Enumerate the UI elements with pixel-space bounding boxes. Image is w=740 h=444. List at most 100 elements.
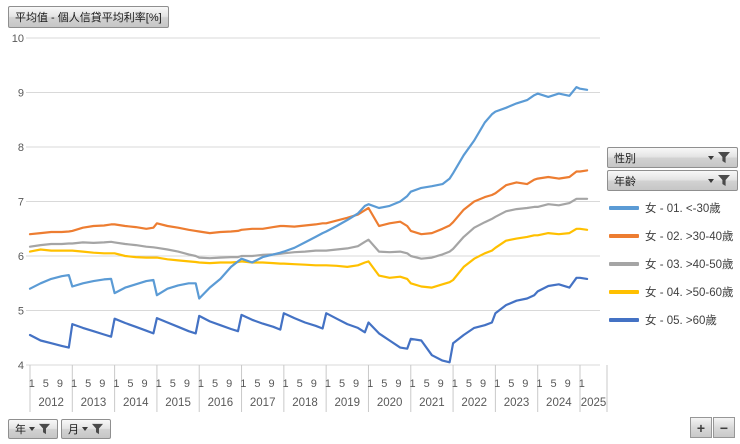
- drill-down-plus-button[interactable]: +: [690, 417, 712, 438]
- year-axis-field-button[interactable]: 年: [8, 419, 58, 439]
- y-axis-label: 10: [12, 33, 24, 45]
- y-axis-label: 9: [18, 88, 24, 100]
- month-tick-label: 9: [565, 378, 571, 390]
- month-tick-label: 1: [71, 378, 77, 390]
- series-line-01[interactable]: [28, 85, 589, 300]
- filter-funnel-icon: [91, 423, 104, 435]
- y-axis-label: 4: [18, 360, 24, 372]
- year-label: 2012: [38, 397, 64, 409]
- month-tick-label: 9: [311, 378, 317, 390]
- year-label: 2024: [546, 397, 572, 409]
- y-axis-label: 8: [18, 142, 24, 154]
- age-filter-button[interactable]: 年齡: [607, 170, 738, 191]
- month-tick-label: 5: [254, 378, 260, 390]
- month-field-label: 月: [68, 424, 79, 436]
- year-label: 2023: [504, 397, 530, 409]
- legend-item-02[interactable]: 女 - 02. >30-40歲: [609, 222, 739, 250]
- legend-line-swatch: [609, 234, 639, 238]
- month-tick-label: 1: [29, 378, 35, 390]
- month-tick-label: 1: [198, 378, 204, 390]
- month-tick-label: 5: [424, 378, 430, 390]
- month-tick-label: 5: [212, 378, 218, 390]
- month-axis-field-button[interactable]: 月: [61, 419, 111, 439]
- legend-line-swatch: [609, 262, 639, 266]
- legend-line-swatch: [609, 206, 639, 210]
- chevron-down-icon: [708, 155, 714, 160]
- month-tick-label: 9: [438, 378, 444, 390]
- age-filter-label: 年齡: [614, 175, 636, 188]
- month-tick-label: 9: [226, 378, 232, 390]
- year-label: 2021: [419, 397, 445, 409]
- month-tick-label: 1: [579, 378, 585, 390]
- year-label: 2014: [123, 397, 149, 409]
- month-tick-label: 9: [395, 378, 401, 390]
- year-field-label: 年: [15, 424, 26, 436]
- series-line-05[interactable]: [28, 276, 589, 364]
- month-tick-label: 5: [508, 378, 514, 390]
- y-axis-label: 7: [18, 197, 24, 209]
- month-tick-label: 9: [353, 378, 359, 390]
- month-tick-label: 1: [113, 378, 119, 390]
- month-tick-label: 1: [156, 378, 162, 390]
- month-tick-label: 5: [381, 378, 387, 390]
- month-tick-label: 9: [522, 378, 528, 390]
- year-label: 2015: [165, 397, 191, 409]
- month-tick-label: 5: [127, 378, 133, 390]
- month-tick-label: 5: [297, 378, 303, 390]
- year-label: 2019: [335, 397, 361, 409]
- legend-label: 女 - 05. >60歲: [645, 315, 717, 327]
- gender-filter-button[interactable]: 性別: [607, 147, 738, 168]
- legend-line-swatch: [609, 318, 639, 322]
- year-label: 2020: [377, 397, 403, 409]
- series-line-02[interactable]: [28, 169, 589, 236]
- chevron-down-icon: [82, 427, 88, 431]
- year-label: 2017: [250, 397, 276, 409]
- filter-funnel-icon: [718, 175, 730, 186]
- gender-filter-label: 性別: [614, 152, 636, 165]
- legend-item-05[interactable]: 女 - 05. >60歲: [609, 306, 739, 334]
- month-tick-label: 1: [367, 378, 373, 390]
- year-label: 2016: [208, 397, 234, 409]
- chart-legend: 女 - 01. <-30歲女 - 02. >30-40歲女 - 03. >40-…: [609, 194, 739, 334]
- month-tick-label: 1: [409, 378, 415, 390]
- legend-label: 女 - 03. >40-50歲: [645, 259, 734, 271]
- drill-up-minus-button[interactable]: −: [713, 417, 735, 438]
- year-label: 2022: [461, 397, 487, 409]
- month-tick-label: 1: [240, 378, 246, 390]
- month-tick-label: 5: [339, 378, 345, 390]
- month-tick-label: 1: [536, 378, 542, 390]
- month-tick-label: 1: [325, 378, 331, 390]
- chevron-down-icon: [708, 178, 714, 183]
- month-tick-label: 1: [283, 378, 289, 390]
- series-line-04[interactable]: [28, 227, 589, 289]
- chevron-down-icon: [29, 427, 35, 431]
- month-tick-label: 9: [184, 378, 190, 390]
- legend-item-03[interactable]: 女 - 03. >40-50歲: [609, 250, 739, 278]
- month-tick-label: 5: [550, 378, 556, 390]
- month-tick-label: 5: [85, 378, 91, 390]
- month-tick-label: 9: [57, 378, 63, 390]
- filter-funnel-icon: [38, 423, 51, 435]
- y-axis-label: 5: [18, 306, 24, 318]
- month-tick-label: 9: [99, 378, 105, 390]
- legend-line-swatch: [609, 290, 639, 294]
- legend-item-01[interactable]: 女 - 01. <-30歲: [609, 194, 739, 222]
- legend-label: 女 - 04. >50-60歲: [645, 287, 734, 299]
- legend-label: 女 - 01. <-30歲: [645, 203, 721, 215]
- year-label: 2018: [292, 397, 318, 409]
- legend-label: 女 - 02. >30-40歲: [645, 231, 734, 243]
- month-tick-label: 5: [170, 378, 176, 390]
- month-tick-label: 5: [466, 378, 472, 390]
- year-label: 2013: [81, 397, 107, 409]
- month-tick-label: 1: [494, 378, 500, 390]
- month-tick-label: 1: [452, 378, 458, 390]
- month-tick-label: 5: [43, 378, 49, 390]
- legend-item-04[interactable]: 女 - 04. >50-60歲: [609, 278, 739, 306]
- year-label: 2025: [581, 397, 607, 409]
- series-line-03[interactable]: [28, 197, 589, 260]
- value-field-button[interactable]: 平均值 - 個人信貸平均利率[%]: [8, 6, 169, 28]
- month-tick-label: 9: [480, 378, 486, 390]
- filter-funnel-icon: [718, 152, 730, 163]
